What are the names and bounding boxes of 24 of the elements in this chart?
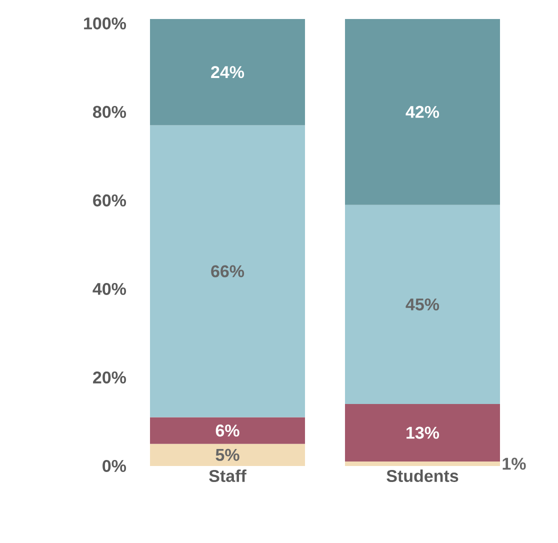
- bar: [345, 18, 500, 205]
- bar: [150, 125, 305, 418]
- x-tick-label: Students: [386, 470, 458, 482]
- bar: [345, 462, 500, 466]
- y-tick-label: 80%: [92, 106, 126, 118]
- y-tick-label: 20%: [93, 371, 126, 384]
- data-label: 1%: [502, 458, 526, 470]
- data-label: 24%: [211, 66, 244, 78]
- data-label: 6%: [216, 424, 240, 437]
- y-tick-label: 100%: [84, 17, 126, 30]
- data-label: 5%: [216, 448, 240, 461]
- bar: [150, 18, 305, 126]
- data-label: 45%: [406, 298, 440, 310]
- y-tick-label: 40%: [92, 282, 126, 295]
- data-label: 13%: [406, 426, 440, 439]
- x-tick-label: Staff: [209, 470, 246, 482]
- data-label: 42%: [406, 106, 440, 118]
- bar: [150, 444, 305, 466]
- y-tick-label: 0%: [102, 460, 126, 472]
- data-label: 66%: [211, 265, 244, 278]
- bar: [345, 404, 500, 462]
- y-tick-label: 60%: [93, 194, 126, 206]
- bar: [150, 417, 305, 444]
- bar: [345, 204, 500, 404]
